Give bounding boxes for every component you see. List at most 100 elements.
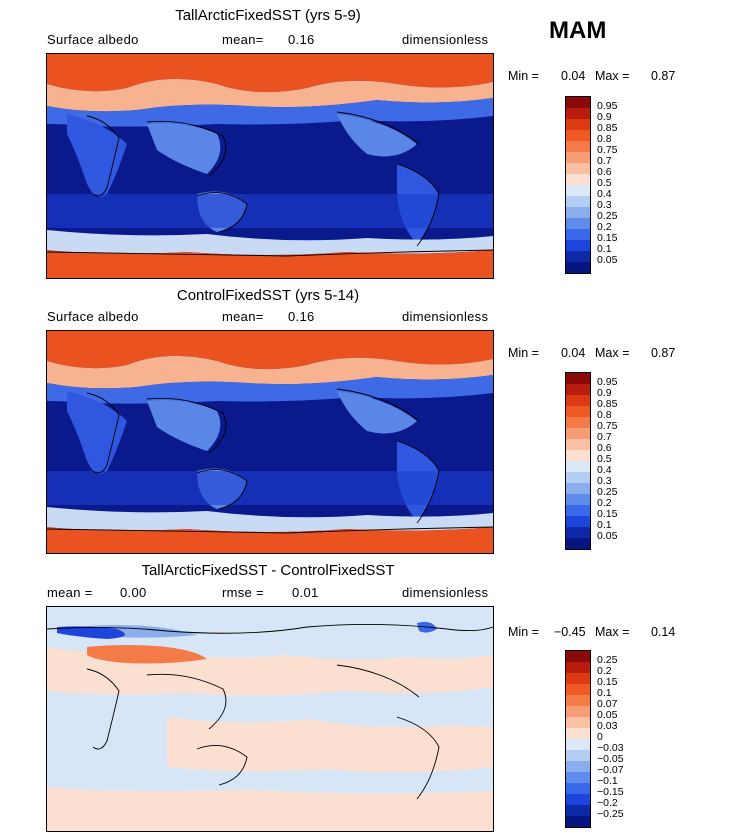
panel-1-units: dimensionless bbox=[402, 32, 489, 47]
colorbar-swatch bbox=[566, 262, 590, 273]
colorbar-swatch bbox=[566, 483, 590, 494]
panel-3-colorbar bbox=[565, 650, 591, 828]
colorbar-swatch bbox=[566, 750, 590, 761]
panel-2-units: dimensionless bbox=[402, 309, 489, 324]
colorbar-tick-label: 0.5 bbox=[597, 453, 612, 465]
colorbar-tick-label: 0.4 bbox=[597, 464, 612, 476]
colorbar-tick-label: 0.85 bbox=[597, 398, 618, 410]
panel-1-map bbox=[46, 53, 494, 279]
colorbar-tick-label: 0.2 bbox=[597, 665, 612, 677]
colorbar-swatch bbox=[566, 651, 590, 662]
colorbar-swatch bbox=[566, 772, 590, 783]
colorbar-swatch bbox=[566, 130, 590, 141]
colorbar-swatch bbox=[566, 516, 590, 527]
panel-1-mean-value: 0.16 bbox=[288, 32, 315, 47]
colorbar-swatch bbox=[566, 717, 590, 728]
panel-2-mean-value: 0.16 bbox=[288, 309, 315, 324]
colorbar-swatch bbox=[566, 97, 590, 108]
colorbar-tick-label: 0 bbox=[597, 731, 603, 743]
colorbar-swatch bbox=[566, 794, 590, 805]
colorbar-tick-label: 0.75 bbox=[597, 420, 618, 432]
panel-2-max-label: Max = bbox=[595, 346, 630, 360]
colorbar-tick-label: 0.07 bbox=[597, 698, 618, 710]
colorbar-tick-label: 0.9 bbox=[597, 387, 612, 399]
colorbar-swatch bbox=[566, 684, 590, 695]
panel-1-max-label: Max = bbox=[595, 69, 630, 83]
colorbar-swatch bbox=[566, 695, 590, 706]
colorbar-swatch bbox=[566, 417, 590, 428]
colorbar-swatch bbox=[566, 461, 590, 472]
colorbar-tick-label: 0.1 bbox=[597, 243, 612, 255]
panel-2-min-label: Min = bbox=[508, 346, 539, 360]
colorbar-swatch bbox=[566, 761, 590, 772]
panel-2-mean-label: mean= bbox=[222, 309, 264, 324]
colorbar-swatch bbox=[566, 240, 590, 251]
colorbar-swatch bbox=[566, 428, 590, 439]
panel-2-colorbar-ticks: 0.95 0.9 0.85 0.8 0.75 0.7 0.6 0.5 0.4 0.3 0.25 0.2… bbox=[597, 372, 637, 552]
panel-2-colorbar bbox=[565, 372, 591, 550]
panel-3-max-value: 0.14 bbox=[651, 625, 676, 639]
panel-1-colorbar bbox=[565, 96, 591, 274]
panel-1-max-value: 0.87 bbox=[651, 69, 676, 83]
panel-2-title: ControlFixedSST (yrs 5-14) bbox=[176, 287, 360, 304]
panel-3-min-label: Min = bbox=[508, 625, 539, 639]
colorbar-tick-label: 0.95 bbox=[597, 376, 618, 388]
colorbar-tick-label: 0.3 bbox=[597, 199, 612, 211]
colorbar-swatch bbox=[566, 706, 590, 717]
panel-1-variable: Surface albedo bbox=[47, 32, 139, 47]
colorbar-tick-label: 0.05 bbox=[597, 254, 618, 266]
colorbar-swatch bbox=[566, 218, 590, 229]
colorbar-tick-label: 0.15 bbox=[597, 676, 618, 688]
panel-3-rmse-label: rmse = bbox=[222, 585, 264, 600]
colorbar-swatch bbox=[566, 395, 590, 406]
colorbar-swatch bbox=[566, 185, 590, 196]
colorbar-tick-label: 0.6 bbox=[597, 442, 612, 454]
colorbar-swatch bbox=[566, 119, 590, 130]
colorbar-tick-label: −0.2 bbox=[597, 797, 618, 809]
colorbar-swatch bbox=[566, 494, 590, 505]
colorbar-swatch bbox=[566, 816, 590, 827]
colorbar-swatch bbox=[566, 373, 590, 384]
panel-3-units: dimensionless bbox=[402, 585, 489, 600]
colorbar-swatch bbox=[566, 207, 590, 218]
colorbar-swatch bbox=[566, 538, 590, 549]
colorbar-tick-label: 0.7 bbox=[597, 155, 612, 167]
colorbar-tick-label: 0.25 bbox=[597, 210, 618, 222]
panel-1-min-value: 0.04 bbox=[561, 69, 586, 83]
colorbar-swatch bbox=[566, 163, 590, 174]
colorbar-tick-label: −0.15 bbox=[597, 786, 624, 798]
panel-3-rmse-value: 0.01 bbox=[292, 585, 319, 600]
colorbar-tick-label: 0.15 bbox=[597, 508, 618, 520]
colorbar-tick-label: 0.1 bbox=[597, 687, 612, 699]
season-label: MAM bbox=[549, 17, 607, 44]
colorbar-swatch bbox=[566, 662, 590, 673]
panel-3-mean-value: 0.00 bbox=[120, 585, 147, 600]
panel-3-title: TallArcticFixedSST - ControlFixedSST bbox=[141, 562, 395, 579]
panel-2-map bbox=[46, 330, 494, 554]
colorbar-tick-label: 0.2 bbox=[597, 497, 612, 509]
colorbar-tick-label: 0.95 bbox=[597, 100, 618, 112]
colorbar-tick-label: 0.25 bbox=[597, 654, 618, 666]
colorbar-swatch bbox=[566, 251, 590, 262]
colorbar-tick-label: 0.05 bbox=[597, 709, 618, 721]
colorbar-tick-label: 0.8 bbox=[597, 409, 612, 421]
colorbar-tick-label: 0.8 bbox=[597, 133, 612, 145]
colorbar-swatch bbox=[566, 384, 590, 395]
colorbar-tick-label: −0.1 bbox=[597, 775, 618, 787]
panel-3-colorbar-ticks: 0.25 0.2 0.15 0.1 0.07 0.05 0.03 0 −0.03 −0.05 −0.… bbox=[597, 650, 641, 830]
colorbar-tick-label: −0.25 bbox=[597, 808, 624, 820]
colorbar-tick-label: 0.25 bbox=[597, 486, 618, 498]
panel-3-map bbox=[46, 606, 494, 832]
panel-1-mean-label: mean= bbox=[222, 32, 264, 47]
panel-1-title: TallArcticFixedSST (yrs 5-9) bbox=[175, 7, 361, 24]
colorbar-swatch bbox=[566, 406, 590, 417]
panel-3-max-label: Max = bbox=[595, 625, 630, 639]
colorbar-tick-label: 0.05 bbox=[597, 530, 618, 542]
colorbar-swatch bbox=[566, 174, 590, 185]
colorbar-tick-label: 0.1 bbox=[597, 519, 612, 531]
colorbar-swatch bbox=[566, 805, 590, 816]
colorbar-tick-label: 0.9 bbox=[597, 111, 612, 123]
colorbar-tick-label: 0.6 bbox=[597, 166, 612, 178]
panel-1-min-label: Min = bbox=[508, 69, 539, 83]
panel-3-min-value: −0.45 bbox=[554, 625, 586, 639]
